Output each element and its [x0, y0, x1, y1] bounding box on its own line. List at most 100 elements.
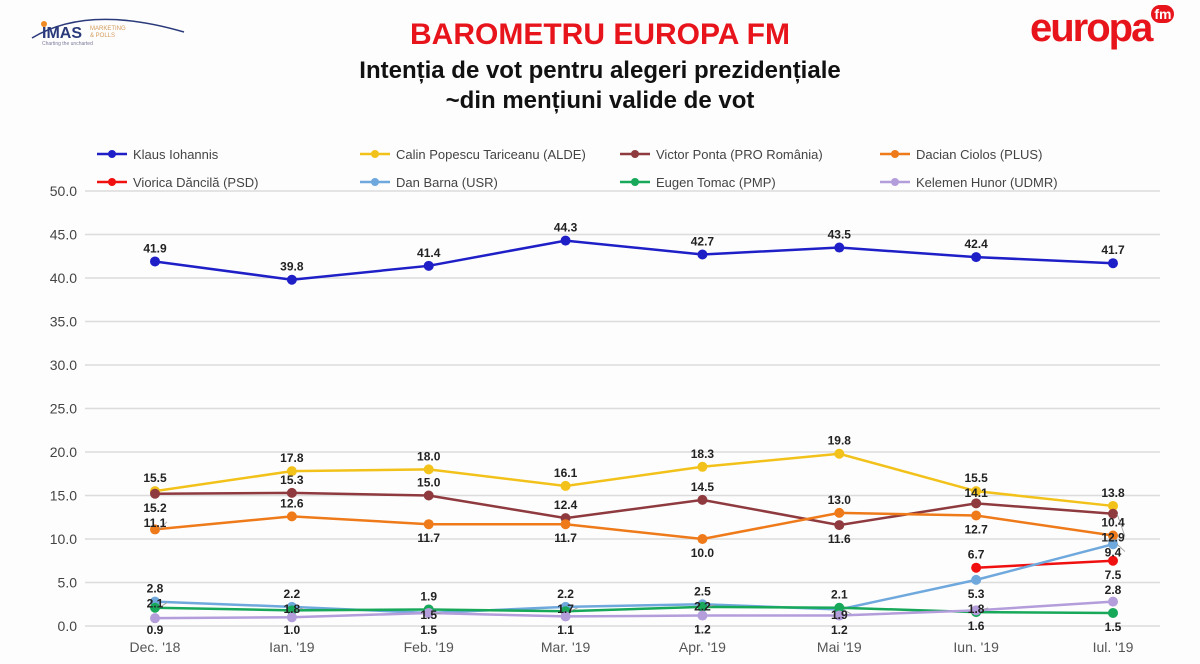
y-tick-label: 5.0	[58, 575, 78, 591]
x-tick-label: Feb. '19	[404, 639, 454, 655]
data-point	[150, 488, 160, 499]
label-leader	[569, 607, 578, 612]
data-point	[423, 607, 434, 618]
data-label: 1.7	[557, 602, 574, 616]
subtitle-line-2: ~din mențiuni valide de vot	[445, 87, 755, 114]
data-point	[697, 534, 708, 544]
data-label: 15.0	[417, 476, 441, 490]
data-label: 13.8	[1101, 486, 1125, 500]
data-point	[1108, 555, 1118, 566]
y-tick-label: 10.0	[50, 531, 77, 547]
x-tick-label: Mar. '19	[541, 639, 591, 655]
data-point	[423, 464, 434, 475]
data-label: 1.6	[968, 619, 985, 633]
legend-marker	[891, 150, 899, 158]
series-line-0	[154, 239, 1114, 281]
label-leader	[158, 602, 168, 609]
data-label: 14.1	[964, 486, 988, 500]
data-label: 1.8	[968, 602, 985, 616]
legend-label: Viorica Dăncilă (PSD)	[133, 175, 258, 190]
data-label: 2.2	[694, 599, 711, 613]
legend-marker	[631, 150, 639, 158]
legend-marker	[631, 178, 639, 186]
data-label: 1.0	[284, 623, 301, 637]
data-point	[286, 511, 297, 522]
data-label: 18.0	[417, 449, 441, 463]
data-label: 44.3	[554, 221, 578, 235]
data-label: 7.5	[1105, 568, 1122, 582]
data-point	[971, 498, 982, 509]
legend-marker	[108, 150, 116, 158]
data-label: 11.7	[554, 531, 577, 545]
data-point	[560, 235, 571, 246]
data-point	[286, 612, 297, 623]
data-point	[834, 610, 845, 621]
europa-fm-logo: europa fm	[1030, 5, 1175, 51]
data-label: 42.4	[964, 237, 988, 251]
data-label: 12.6	[280, 496, 304, 510]
data-label: 12.7	[964, 523, 988, 537]
data-point	[1108, 596, 1118, 607]
legend-label: Dan Barna (USR)	[396, 175, 498, 190]
data-label: 15.5	[143, 471, 167, 485]
y-tick-label: 30.0	[50, 357, 77, 373]
svg-text:MARKETING: MARKETING	[90, 26, 126, 32]
series-line-5	[154, 543, 1114, 615]
data-label: 2.2	[284, 587, 301, 601]
data-label: 9.4	[1105, 546, 1122, 560]
data-point	[150, 256, 160, 267]
data-point	[697, 461, 708, 472]
data-point	[971, 510, 982, 521]
data-point	[1108, 530, 1118, 541]
data-label: 42.7	[691, 235, 715, 249]
data-label: 41.4	[417, 246, 441, 260]
data-label: 1.2	[831, 623, 848, 637]
data-point	[834, 602, 845, 613]
label-leader	[432, 612, 441, 615]
svg-text:& POLLS: & POLLS	[90, 33, 115, 39]
y-tick-label: 15.0	[50, 488, 77, 504]
data-point	[834, 507, 845, 518]
data-point	[423, 490, 434, 501]
series-line-4	[976, 559, 1114, 569]
legend-label: Dacian Ciolos (PLUS)	[916, 147, 1042, 162]
data-point	[150, 613, 160, 624]
series-line-2	[154, 491, 1114, 527]
data-label: 41.9	[143, 241, 167, 255]
data-label: 16.1	[554, 466, 578, 480]
data-label: 13.0	[828, 493, 852, 507]
data-label: 2.8	[1105, 583, 1122, 597]
data-point	[697, 494, 708, 505]
y-tick-label: 25.0	[50, 401, 77, 417]
data-label: 5.3	[968, 587, 985, 601]
data-point	[971, 574, 982, 585]
data-point	[1108, 607, 1118, 618]
data-label: 0.9	[147, 623, 164, 637]
data-label: 11.1	[144, 516, 167, 530]
legend-marker	[891, 178, 899, 186]
data-label: 10.0	[691, 546, 715, 560]
data-label: 17.8	[280, 451, 304, 465]
chart-subtitle: Intenția de vot pentru alegeri prezidenț…	[0, 56, 1200, 116]
data-label: 11.6	[828, 532, 851, 546]
data-label: 41.7	[1101, 243, 1125, 257]
legend-label: Victor Ponta (PRO România)	[656, 147, 823, 162]
series-line-7	[154, 600, 1114, 620]
data-label: 18.3	[691, 447, 715, 461]
data-point	[560, 611, 571, 622]
x-tick-label: Iun. '19	[953, 639, 999, 655]
data-label: 15.2	[143, 501, 167, 515]
data-point	[286, 466, 297, 477]
data-label: 1.2	[694, 623, 711, 637]
data-point	[560, 519, 571, 530]
data-label: 6.7	[968, 548, 985, 562]
data-label: 15.3	[280, 473, 304, 487]
label-leader	[1116, 543, 1126, 552]
legend-label: Klaus Iohannis	[133, 147, 219, 162]
data-point	[834, 448, 845, 459]
x-tick-label: Iul. '19	[1093, 639, 1134, 655]
data-point	[150, 524, 160, 535]
data-label: 39.8	[280, 260, 304, 274]
